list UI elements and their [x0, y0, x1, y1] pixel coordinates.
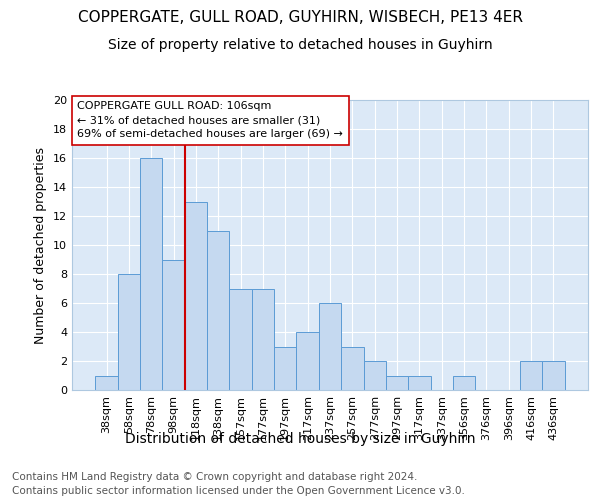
Y-axis label: Number of detached properties: Number of detached properties: [34, 146, 47, 344]
Bar: [185, 202, 207, 390]
Text: COPPERGATE GULL ROAD: 106sqm
← 31% of detached houses are smaller (31)
69% of se: COPPERGATE GULL ROAD: 106sqm ← 31% of de…: [77, 102, 343, 140]
Bar: [252, 288, 274, 390]
Bar: [542, 361, 565, 390]
Bar: [319, 303, 341, 390]
Bar: [364, 361, 386, 390]
Bar: [408, 376, 431, 390]
Text: Size of property relative to detached houses in Guyhirn: Size of property relative to detached ho…: [107, 38, 493, 52]
Bar: [140, 158, 163, 390]
Bar: [118, 274, 140, 390]
Text: Contains HM Land Registry data © Crown copyright and database right 2024.: Contains HM Land Registry data © Crown c…: [12, 472, 418, 482]
Bar: [520, 361, 542, 390]
Text: COPPERGATE, GULL ROAD, GUYHIRN, WISBECH, PE13 4ER: COPPERGATE, GULL ROAD, GUYHIRN, WISBECH,…: [77, 10, 523, 25]
Bar: [386, 376, 408, 390]
Bar: [296, 332, 319, 390]
Text: Distribution of detached houses by size in Guyhirn: Distribution of detached houses by size …: [125, 432, 475, 446]
Bar: [453, 376, 475, 390]
Bar: [163, 260, 185, 390]
Bar: [207, 230, 229, 390]
Bar: [95, 376, 118, 390]
Bar: [229, 288, 252, 390]
Bar: [274, 346, 296, 390]
Text: Contains public sector information licensed under the Open Government Licence v3: Contains public sector information licen…: [12, 486, 465, 496]
Bar: [341, 346, 364, 390]
